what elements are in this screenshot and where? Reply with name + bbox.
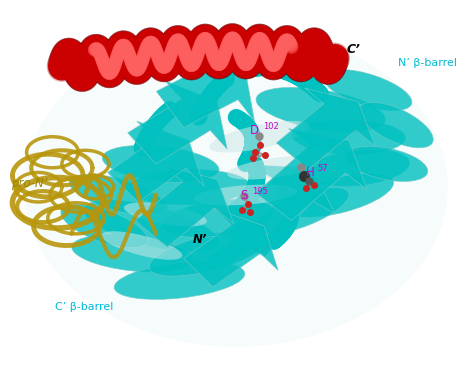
Text: 102: 102 (263, 122, 279, 131)
Ellipse shape (285, 173, 393, 217)
Ellipse shape (292, 119, 405, 154)
Text: C’: C’ (346, 43, 360, 56)
Ellipse shape (69, 174, 167, 216)
Ellipse shape (84, 200, 219, 252)
Ellipse shape (255, 187, 349, 234)
Ellipse shape (72, 235, 193, 272)
Ellipse shape (24, 28, 448, 347)
Polygon shape (226, 165, 335, 257)
Ellipse shape (149, 230, 266, 276)
Ellipse shape (359, 102, 433, 148)
Ellipse shape (227, 156, 320, 179)
Text: 195: 195 (253, 187, 268, 197)
Text: 57: 57 (317, 165, 328, 174)
Polygon shape (256, 129, 367, 220)
Ellipse shape (101, 231, 182, 260)
Polygon shape (156, 42, 255, 128)
Text: pro-N’: pro-N’ (11, 177, 47, 190)
Polygon shape (183, 208, 278, 287)
Polygon shape (128, 81, 227, 164)
Ellipse shape (114, 262, 245, 300)
Text: N’: N’ (192, 233, 207, 246)
Text: D: D (250, 124, 259, 137)
Text: C’ β-barrel: C’ β-barrel (55, 302, 113, 312)
Text: H: H (306, 167, 314, 179)
Text: N’ β-barrel: N’ β-barrel (398, 58, 457, 68)
Text: S: S (241, 189, 248, 202)
Ellipse shape (210, 121, 310, 152)
Ellipse shape (307, 149, 410, 186)
Ellipse shape (256, 87, 385, 131)
Polygon shape (276, 88, 375, 169)
Polygon shape (108, 121, 204, 202)
Ellipse shape (61, 204, 147, 248)
Ellipse shape (346, 146, 428, 181)
Ellipse shape (102, 145, 219, 183)
Ellipse shape (324, 69, 412, 110)
Ellipse shape (128, 170, 250, 205)
Ellipse shape (194, 184, 297, 206)
Polygon shape (135, 166, 234, 247)
Ellipse shape (124, 202, 207, 227)
Ellipse shape (162, 199, 273, 238)
